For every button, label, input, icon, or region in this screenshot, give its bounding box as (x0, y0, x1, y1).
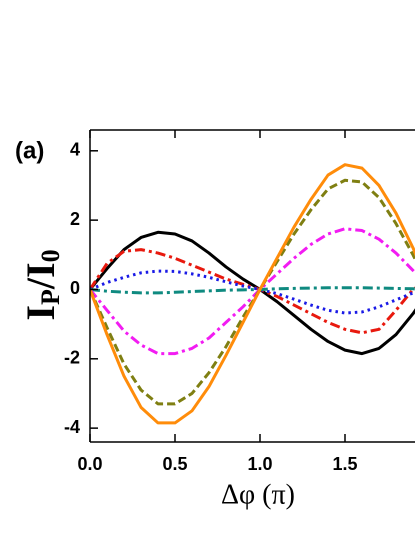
series-line (90, 286, 415, 295)
x-tick-label: 0.0 (77, 454, 102, 474)
y-label-sub: 0 (36, 249, 65, 262)
y-tick-label: 2 (70, 209, 80, 229)
y-tick-label: 4 (70, 140, 80, 160)
y-tick-label: -4 (64, 417, 80, 437)
y-label-part: I (18, 305, 63, 321)
y-tick-label: 0 (70, 278, 80, 298)
x-axis-label: Δφ (π) (221, 479, 295, 510)
series-line (90, 163, 415, 425)
x-tick-label: 1.5 (332, 454, 357, 474)
y-label-part: /I (18, 262, 63, 290)
x-tick-label: 1.0 (247, 454, 272, 474)
series-line (90, 178, 415, 406)
series-line (90, 269, 415, 315)
series-line (90, 227, 415, 356)
x-tick-label: 0.5 (162, 454, 187, 474)
y-axis-label: IP/I0 (18, 249, 65, 320)
y-label-sub: P (36, 289, 65, 305)
series-line (90, 248, 415, 335)
y-tick-label: -2 (64, 348, 80, 368)
plot-area (90, 163, 415, 425)
panel-label: (a) (15, 137, 44, 164)
